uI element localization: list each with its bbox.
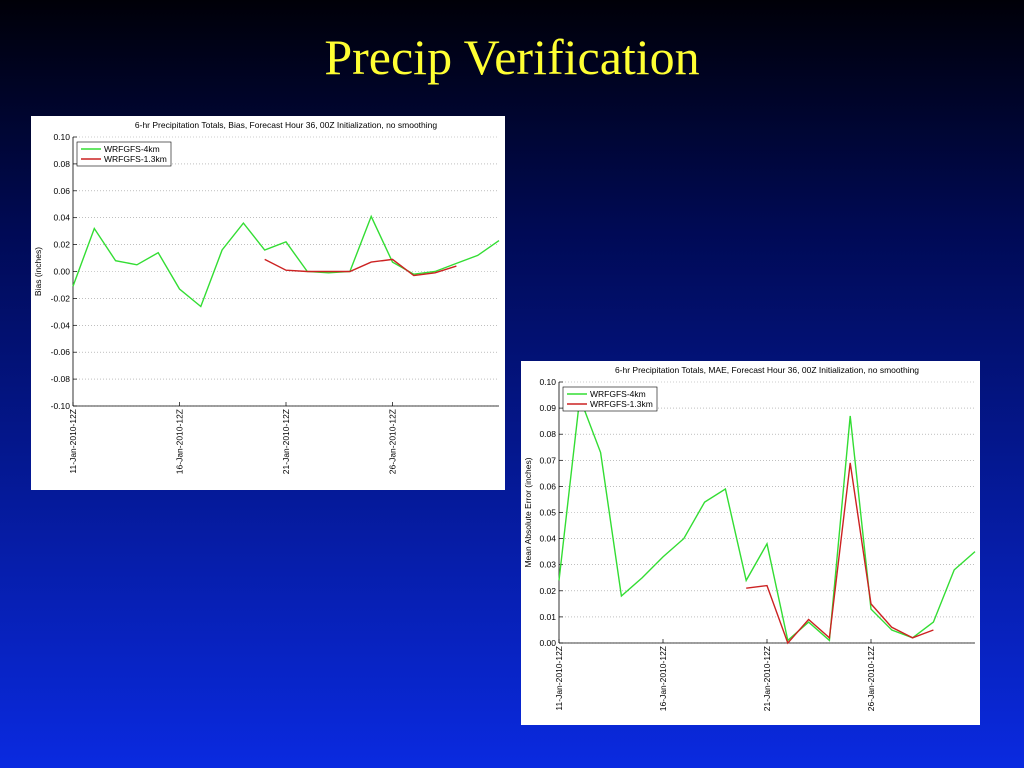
y-tick-label: 0.02 [53,240,70,250]
series-line [746,462,934,645]
legend-box [562,386,658,412]
y-tick-label: 0.00 [539,638,556,648]
chart-title: 6-hr Precipitation Totals, Bias, Forecas… [135,120,437,130]
y-axis-label: Bias (inches) [33,247,43,296]
series-line [72,214,500,308]
y-tick-label: 0.09 [539,403,556,413]
y-tick-label: -0.02 [51,293,71,303]
x-tick-label: 26-Jan-2010-12Z [388,409,398,474]
chart-panel [31,116,505,490]
y-tick-label: -0.04 [51,320,71,330]
x-tick-label: 16-Jan-2010-12Z [175,409,185,474]
x-tick-label: 16-Jan-2010-12Z [658,646,668,711]
y-tick-label: 0.10 [53,132,70,142]
legend-label: WRFGFS-1.3km [590,399,653,409]
y-tick-label: 0.02 [539,586,556,596]
x-tick-label: 21-Jan-2010-12Z [762,646,772,711]
y-tick-label: 0.08 [539,429,556,439]
series-line [264,258,457,277]
legend-label: WRFGFS-4km [104,144,160,154]
y-tick-label: -0.10 [51,401,71,411]
y-tick-label: 0.00 [53,267,70,277]
series-line [558,397,976,642]
x-tick-label: 21-Jan-2010-12Z [281,409,291,474]
y-axis-label: Mean Absolute Error (inches) [523,457,533,567]
y-tick-label: 0.04 [53,213,70,223]
slide-title: Precip Verification [324,29,700,85]
y-tick-label: 0.04 [539,534,556,544]
y-tick-label: -0.08 [51,374,71,384]
y-tick-label: 0.03 [539,560,556,570]
y-tick-label: 0.06 [539,481,556,491]
y-tick-label: 0.08 [53,159,70,169]
y-tick-label: -0.06 [51,347,71,357]
x-tick-label: 26-Jan-2010-12Z [866,646,876,711]
y-tick-label: 0.01 [539,612,556,622]
y-tick-label: 0.10 [539,377,556,387]
legend-label: WRFGFS-4km [590,389,646,399]
y-tick-label: 0.06 [53,186,70,196]
y-tick-label: 0.05 [539,508,556,518]
chart-title: 6-hr Precipitation Totals, MAE, Forecast… [615,365,919,375]
x-tick-label: 11-Jan-2010-12Z [68,409,78,474]
x-tick-label: 11-Jan-2010-12Z [554,646,564,711]
y-tick-label: 0.07 [539,455,556,465]
chart-panel [521,361,980,725]
legend-box [76,141,172,167]
legend-label: WRFGFS-1.3km [104,154,167,164]
